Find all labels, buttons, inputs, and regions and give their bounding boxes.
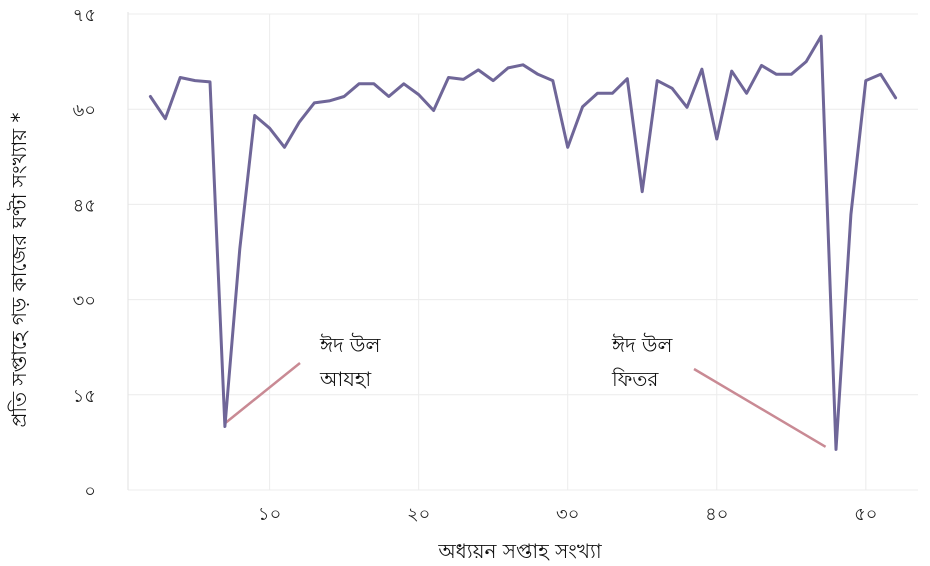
x-tick-label: ৫০ <box>854 504 877 525</box>
x-tick-labels: ১০ ২০ ৩০ ৪০ ৫০ <box>258 504 878 525</box>
x-axis-title: অধ্যয়ন সপ্তাহ সংখ্যা <box>437 539 602 563</box>
x-tick-label: ৩০ <box>556 504 579 525</box>
annotation-line: ঈদ উল <box>611 333 673 357</box>
x-tick-label: ৪০ <box>705 504 728 525</box>
y-axis-title: প্রতি সপ্তাহে গড় কাজের ঘণ্টা সংখ্যায় * <box>7 113 31 428</box>
y-tick-label: ০ <box>84 481 96 502</box>
annotation-label: ঈদ উল ফিতর <box>611 333 673 391</box>
annotation-leader <box>693 367 827 448</box>
annotation-label: ঈদ উল আযহা <box>319 333 381 391</box>
annotation-leaders <box>224 362 827 448</box>
series-lines <box>148 34 898 451</box>
series-line <box>148 34 898 451</box>
y-tick-label: ৬০ <box>73 100 96 121</box>
annotation-labels: ঈদ উল আযহা ঈদ উল ফিতর <box>319 333 673 391</box>
y-tick-label: ৩০ <box>73 291 96 312</box>
annotation-line: ঈদ উল <box>319 333 381 357</box>
y-tick-label: ৪৫ <box>73 195 96 216</box>
annotation-line: ফিতর <box>611 367 659 391</box>
annotation-leader <box>224 362 301 425</box>
y-tick-label: ৭৫ <box>73 5 96 26</box>
y-tick-label: ১৫ <box>73 386 96 407</box>
y-tick-labels: ০ ১৫ ৩০ ৪৫ ৬০ ৭৫ <box>73 5 96 502</box>
x-tick-label: ২০ <box>407 504 430 525</box>
gridlines <box>128 13 918 491</box>
x-tick-label: ১০ <box>258 504 281 525</box>
annotation-line: আযহা <box>319 367 372 391</box>
